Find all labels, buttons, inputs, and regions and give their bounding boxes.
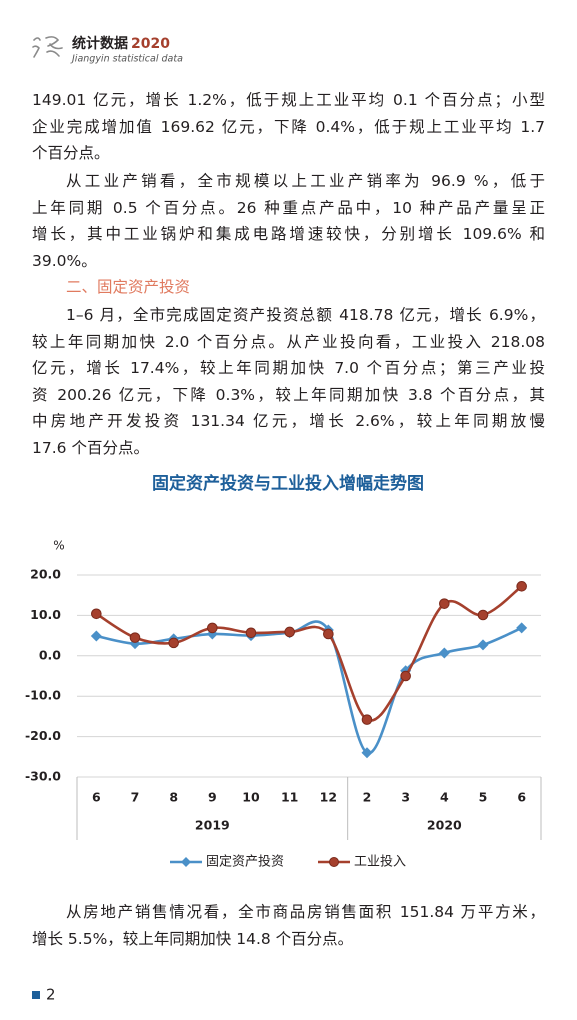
point xyxy=(400,670,411,682)
legend-marker xyxy=(329,857,339,867)
x-tick-label: 12 xyxy=(320,790,337,805)
x-tick-label: 3 xyxy=(401,790,410,805)
point xyxy=(90,630,102,642)
point xyxy=(477,639,489,651)
point xyxy=(207,622,218,634)
text-line: 增长，其中工业锅炉和集成电路增速较快，分别增长 109.6% 和 xyxy=(32,225,545,244)
series-line xyxy=(95,585,523,722)
x-tick-label: 8 xyxy=(169,790,178,805)
header-title: 统计数据 xyxy=(72,35,128,52)
point xyxy=(129,632,141,643)
text-line: 个百分点。 xyxy=(32,144,110,163)
x-tick-label: 6 xyxy=(517,790,526,805)
x-tick-label: 2 xyxy=(363,790,372,805)
point xyxy=(516,622,528,634)
point xyxy=(323,628,334,640)
x-tick-label: 5 xyxy=(479,790,488,805)
y-tick-label: 0.0 xyxy=(39,647,61,662)
y-tick-label: 20.0 xyxy=(30,567,61,582)
page-marker xyxy=(32,991,40,999)
point xyxy=(438,647,450,659)
legend-marker xyxy=(181,857,191,867)
logo xyxy=(32,36,63,58)
text-line: 从工业产销看，全市规模以上工业产销率为 96.9 %，低于 xyxy=(66,172,545,190)
point xyxy=(91,608,102,620)
legend-label: 工业投入 xyxy=(354,854,406,870)
text-line: 中房地产开发投资 131.34 亿元，增长 2.6%，较上年同期放慢 xyxy=(32,412,545,431)
x-tick-label: 10 xyxy=(242,790,260,805)
point xyxy=(245,627,257,639)
y-tick-label: -20.0 xyxy=(25,728,61,743)
point xyxy=(439,598,450,609)
point xyxy=(516,581,527,592)
point xyxy=(168,637,179,649)
chart-title: 固定资产投资与工业投入增幅走势图 xyxy=(152,473,424,494)
y-tick-label: 10.0 xyxy=(30,607,61,622)
x-tick-label: 7 xyxy=(131,790,140,805)
text-line: 亿元，增长 17.4%，较上年同期加快 7.0 个百分点；第三产业投 xyxy=(32,359,545,378)
page-number: 2 xyxy=(46,986,56,1004)
x-tick-label: 9 xyxy=(208,790,217,805)
text-line: 资 200.26 亿元，下降 0.3%，较上年同期加快 3.8 个百分点，其 xyxy=(32,385,545,404)
x-tick-label: 4 xyxy=(440,790,449,805)
text-line: 149.01 亿元，增长 1.2%，低于规上工业平均 0.1 个百分点；小型 xyxy=(32,91,545,109)
y-unit: % xyxy=(53,539,64,553)
x-tick-label: 6 xyxy=(92,790,101,805)
point xyxy=(477,609,489,621)
group-label: 2019 xyxy=(195,818,230,833)
y-tick-label: -30.0 xyxy=(25,769,61,784)
section-heading: 二、固定资产投资 xyxy=(66,278,191,296)
text-line: 1–6 月，全市完成固定资产投资总额 418.78 亿元，增长 6.9%， xyxy=(66,306,545,324)
text-line: 较上年同期加快 2.0 个百分点。从产业投向看，工业投入 218.08 xyxy=(32,332,545,351)
text-line: 增长 5.5%，较上年同期加快 14.8 个百分点。 xyxy=(32,929,354,948)
point xyxy=(361,747,373,759)
y-tick-label: -10.0 xyxy=(25,688,61,703)
legend-label: 固定资产投资 xyxy=(206,854,284,870)
header-subtitle: Jiangyin statistical data xyxy=(70,54,183,65)
series-line xyxy=(96,620,523,755)
text-line: 企业完成增加值 169.62 亿元，下降 0.4%，低于规上工业平均 1.7 xyxy=(32,117,545,136)
text-line: 从房地产销售情况看，全市商品房销售面积 151.84 万平方米， xyxy=(66,903,545,921)
text-line: 上年同期 0.5 个百分点。26 种重点产品中，10 种产品产量呈正 xyxy=(32,198,545,217)
text-line: 39.0%。 xyxy=(32,251,97,270)
point xyxy=(361,714,373,725)
text-line: 17.6 个百分点。 xyxy=(32,439,149,457)
point xyxy=(284,626,295,638)
x-tick-label: 11 xyxy=(281,790,298,805)
group-label: 2020 xyxy=(427,818,462,833)
header-year: 2020 xyxy=(131,36,170,52)
